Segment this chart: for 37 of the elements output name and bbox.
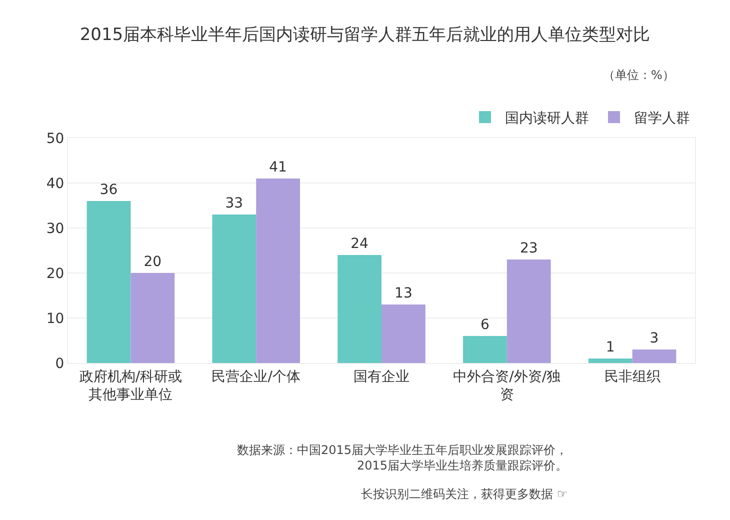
data-label: 23	[520, 240, 538, 256]
bar	[382, 304, 426, 363]
data-label: 36	[100, 182, 118, 198]
bar	[86, 201, 131, 363]
y-tick-label: 10	[46, 310, 64, 327]
y-tick-label: 30	[46, 220, 64, 237]
bar	[338, 255, 382, 363]
chart-title: 2015届本科毕业半年后国内读研与留学人群五年后就业的用人单位类型对比	[80, 24, 650, 45]
data-label: 33	[225, 196, 244, 212]
y-tick-label: 0	[55, 356, 64, 372]
data-label: 3	[650, 330, 659, 346]
data-label: 13	[394, 286, 412, 302]
data-label: 41	[269, 160, 287, 176]
legend-label: 国内读研人群	[505, 110, 589, 127]
x-tick-label: 中外合资/外资/独资	[453, 368, 561, 403]
data-label: 1	[606, 340, 615, 356]
bar	[212, 214, 256, 363]
bar	[588, 358, 632, 363]
y-tick-label: 40	[46, 176, 64, 192]
bar	[130, 273, 175, 363]
x-tick-label: 民营企业/个体	[212, 368, 300, 385]
bar	[632, 350, 676, 363]
bar	[506, 260, 551, 363]
data-label: 20	[144, 254, 162, 270]
x-tick-label: 民非组织	[604, 368, 660, 385]
y-tick-label: 20	[46, 266, 64, 282]
legend-label: 留学人群	[634, 110, 690, 127]
data-label: 24	[350, 236, 369, 252]
bar	[463, 336, 507, 363]
text: 长按识别二维码关注，获得更多数据 ☞	[361, 487, 568, 501]
x-tick-label: 国有企业	[354, 368, 410, 385]
source-note: 数据来源：中国2015届大学毕业生五年后职业发展跟踪评价，2015届大学毕业生培养质量跟踪评价。	[237, 443, 568, 473]
data-label: 6	[480, 317, 490, 333]
y-tick-label: 50	[46, 130, 64, 147]
x-tick-label: 政府机构/科研或其他事业单位	[79, 368, 182, 403]
text: （单位：%）	[603, 68, 674, 82]
bar	[256, 178, 300, 363]
